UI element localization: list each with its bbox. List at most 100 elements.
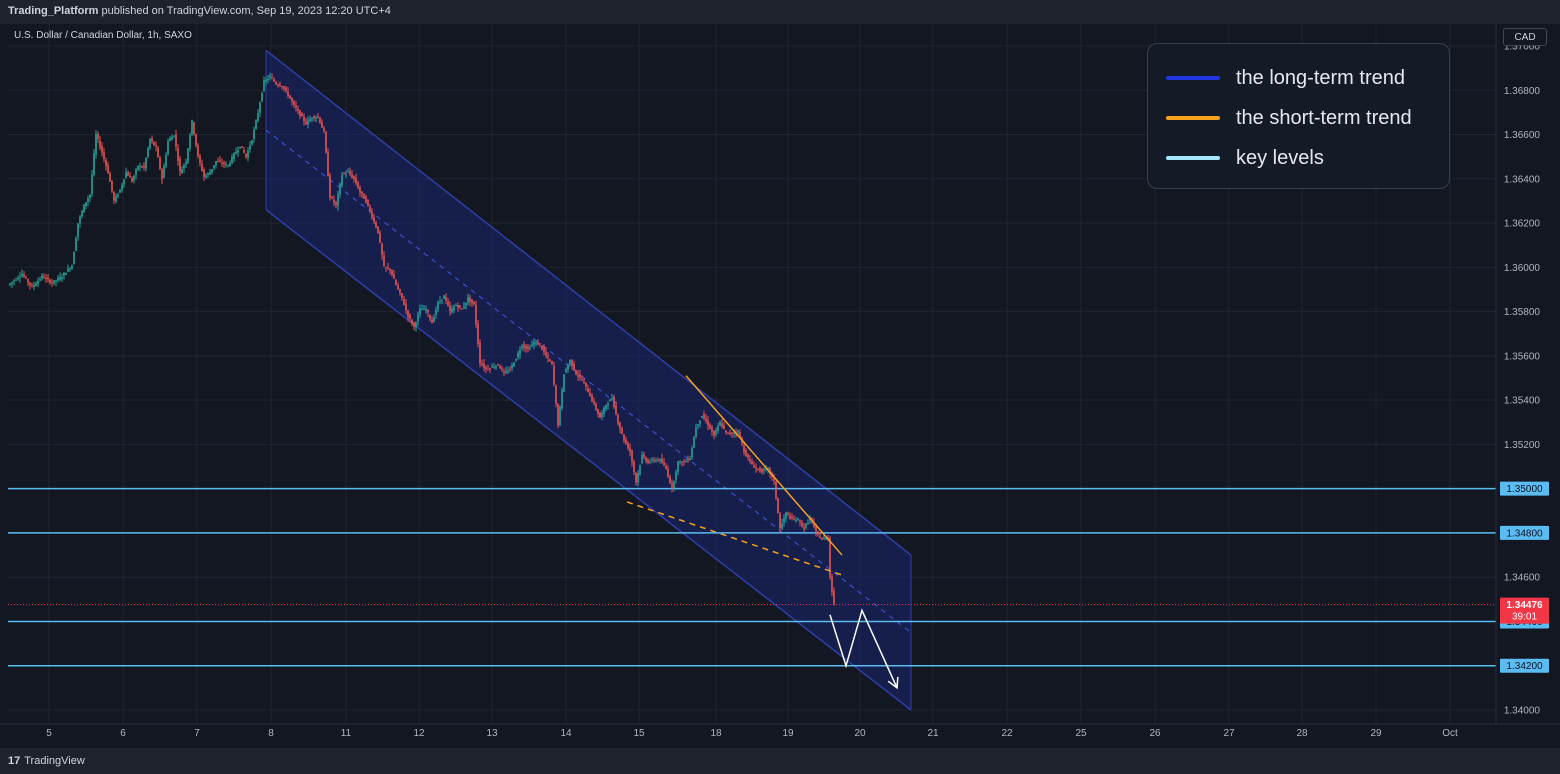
candle-body (557, 404, 559, 426)
time-tick-label[interactable]: Oct (1442, 728, 1458, 739)
price-tick-label[interactable]: 1.36800 (1504, 86, 1541, 97)
time-tick-label[interactable]: 25 (1075, 728, 1087, 739)
price-tick-label[interactable]: 1.36400 (1504, 174, 1541, 185)
candle-body (649, 461, 651, 463)
time-tick-label[interactable]: 8 (268, 728, 274, 739)
countdown-label: 39:01 (1512, 612, 1537, 623)
candle-body (789, 515, 791, 519)
candle-body (495, 365, 497, 368)
candle-body (207, 173, 209, 175)
candle-body (829, 537, 831, 578)
candle-body (413, 322, 415, 327)
candle-body (369, 206, 371, 211)
legend-label: the long-term trend (1236, 66, 1405, 89)
legend-item-short-term: the short-term trend (1166, 106, 1412, 130)
candle-body (115, 196, 117, 202)
candle-body (721, 423, 723, 427)
candle-body (729, 432, 731, 434)
time-tick-label[interactable]: 27 (1223, 728, 1235, 739)
candle-body (61, 277, 63, 279)
time-tick-label[interactable]: 21 (927, 728, 939, 739)
time-tick-label[interactable]: 6 (120, 728, 126, 739)
candle-body (447, 301, 449, 306)
candle-body (497, 364, 499, 366)
candle-body (685, 460, 687, 463)
candle-body (667, 468, 669, 477)
candle-body (287, 91, 289, 96)
candle-body (117, 194, 119, 197)
candle-body (409, 315, 411, 319)
time-tick-label[interactable]: 29 (1370, 728, 1382, 739)
price-tick-label[interactable]: 1.35600 (1504, 351, 1541, 362)
time-tick-label[interactable]: 11 (341, 728, 352, 739)
candle-body (345, 173, 347, 175)
candle-body (303, 116, 305, 122)
candle-body (801, 522, 803, 527)
price-tick-label[interactable]: 1.35400 (1504, 396, 1541, 407)
candle-body (595, 403, 597, 410)
candle-body (387, 267, 389, 269)
candle-body (297, 108, 299, 111)
time-tick-label[interactable]: 14 (560, 728, 572, 739)
candle-body (45, 278, 47, 280)
candle-body (803, 526, 805, 530)
candle-body (629, 447, 631, 452)
candle-body (695, 427, 697, 437)
candle-body (467, 297, 469, 303)
candle-body (239, 146, 241, 149)
time-tick-label[interactable]: 5 (46, 728, 52, 739)
tradingview-logo-icon[interactable]: 17 (8, 755, 21, 767)
candle-body (399, 289, 401, 293)
time-tick-label[interactable]: 28 (1296, 728, 1308, 739)
price-tick-label[interactable]: 1.36600 (1504, 130, 1541, 141)
candle-body (397, 285, 399, 290)
price-tick-label[interactable]: 1.36200 (1504, 219, 1541, 230)
candle-body (95, 133, 97, 155)
candle-body (643, 454, 645, 458)
candle-body (817, 531, 819, 535)
candle-body (219, 160, 221, 162)
time-tick-label[interactable]: 26 (1149, 728, 1161, 739)
price-tick-label[interactable]: 1.36000 (1504, 263, 1541, 274)
time-tick-label[interactable]: 15 (633, 728, 645, 739)
currency-button[interactable]: CAD (1503, 28, 1547, 46)
price-tick-label[interactable]: 1.34600 (1504, 573, 1541, 584)
candle-body (43, 276, 45, 279)
candle-body (21, 274, 23, 277)
candle-body (831, 576, 833, 592)
candle-body (725, 430, 727, 433)
price-tick-label[interactable]: 1.37000 (1504, 42, 1541, 53)
candle-body (29, 282, 31, 285)
price-tick-label[interactable]: 1.35800 (1504, 307, 1541, 318)
candle-body (555, 385, 557, 404)
candle-body (509, 369, 511, 371)
time-tick-label[interactable]: 13 (486, 728, 498, 739)
price-tick-label[interactable]: 1.34000 (1504, 706, 1541, 717)
footer-brand[interactable]: TradingView (24, 755, 85, 767)
candle-body (449, 305, 451, 311)
time-tick-label[interactable]: 12 (413, 728, 425, 739)
author-name[interactable]: Trading_Platform (8, 5, 99, 17)
time-tick-label[interactable]: 18 (710, 728, 722, 739)
price-tick-label[interactable]: 1.35200 (1504, 440, 1541, 451)
candle-body (75, 238, 77, 251)
time-tick-label[interactable]: 7 (194, 728, 200, 739)
candle-body (441, 299, 443, 301)
candle-body (577, 374, 579, 377)
price-chart[interactable]: 1.37000 1.36800 1.36600 1.36400 1.36200 1.360… (0, 24, 1560, 748)
candle-body (691, 447, 693, 458)
time-tick-label[interactable]: 22 (1001, 728, 1013, 739)
candle-body (97, 134, 99, 140)
candle-body (17, 278, 19, 280)
candle-body (821, 537, 823, 540)
candle-body (105, 160, 107, 166)
time-tick-label[interactable]: 20 (854, 728, 866, 739)
projection-path (829, 608, 898, 689)
candle-body (517, 353, 519, 358)
candle-body (759, 468, 761, 471)
candle-body (607, 403, 609, 406)
candle-body (135, 169, 137, 175)
candle-body (89, 194, 91, 198)
time-tick-label[interactable]: 19 (782, 728, 794, 739)
candle-body (165, 154, 167, 167)
